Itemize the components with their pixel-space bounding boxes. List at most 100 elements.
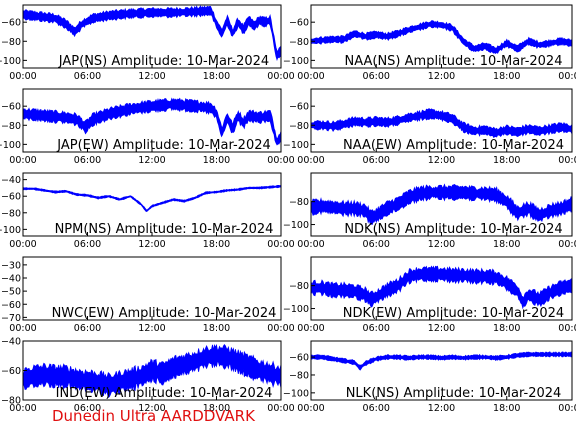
y-tick-label: −40 bbox=[1, 175, 21, 186]
x-tick-label: 18:00 bbox=[493, 71, 520, 82]
y-tick-label: −100 bbox=[0, 140, 21, 151]
x-tick-label: 18:00 bbox=[203, 71, 230, 82]
series-line bbox=[23, 185, 282, 212]
y-tick-label: −100 bbox=[0, 225, 21, 236]
x-tick-label: 18:00 bbox=[493, 403, 520, 414]
x-tick-label: 18:00 bbox=[493, 239, 520, 250]
chart-title: NAA(NS) Amplitude: 10-Mar-2024 bbox=[345, 54, 563, 69]
x-tick-label: 12:00 bbox=[428, 71, 455, 82]
x-tick-label: 12:00 bbox=[428, 403, 455, 414]
x-tick-label: 06:00 bbox=[363, 71, 390, 82]
x-tick-label: 18:00 bbox=[203, 323, 230, 334]
chart-panel-7: −80 −100 00:00 06:00 12:00 18:00 00:00 NDK(EW) … bbox=[283, 256, 576, 334]
chart-title: IND(EW) Amplitude: 10-Mar-2024 bbox=[56, 386, 273, 401]
y-tick-label: −60 bbox=[289, 102, 309, 113]
x-tick-label: 12:00 bbox=[428, 155, 455, 166]
x-tick-label: 12:00 bbox=[138, 155, 165, 166]
x-tick-label: 12:00 bbox=[428, 239, 455, 250]
y-tick-label: −80 bbox=[289, 370, 309, 381]
x-tick-label: 00:00 bbox=[9, 155, 36, 166]
y-tick-label: −70 bbox=[1, 313, 21, 324]
y-tick-label: −60 bbox=[289, 18, 309, 29]
y-tick-label: −100 bbox=[283, 304, 309, 315]
x-tick-label: 00:00 bbox=[297, 155, 324, 166]
y-tick-label: −40 bbox=[1, 337, 21, 348]
x-tick-label: 00:00 bbox=[267, 403, 294, 414]
y-tick-label: −80 bbox=[1, 37, 21, 48]
y-tick-label: −80 bbox=[289, 197, 309, 208]
x-tick-label: 06:00 bbox=[74, 239, 101, 250]
y-tick-label: −80 bbox=[1, 208, 21, 219]
chart-title: NPM(NS) Amplitude: 10-Mar-2024 bbox=[55, 222, 274, 237]
series-line bbox=[22, 10, 282, 57]
x-tick-label: 00:00 bbox=[267, 239, 294, 250]
chart-panel-0: −60 −80 −100 00:00 06:00 12:00 18:00 00:00 JAP(N… bbox=[0, 4, 295, 82]
y-tick-label: −100 bbox=[283, 56, 309, 67]
chart-panel-5: −80 −100 00:00 06:00 12:00 18:00 00:00 NDK(NS) … bbox=[283, 172, 576, 250]
x-tick-label: 12:00 bbox=[138, 71, 165, 82]
x-tick-label: 00:00 bbox=[558, 239, 576, 250]
chart-panel-4: −40 −60 −80 −100 00:00 06:00 12:00 18:00 00:00 NP… bbox=[0, 172, 295, 250]
series-line bbox=[310, 191, 573, 219]
series-band bbox=[310, 183, 573, 226]
x-tick-label: 00:00 bbox=[558, 403, 576, 414]
x-tick-label: 00:00 bbox=[297, 71, 324, 82]
series-line bbox=[22, 355, 282, 386]
x-tick-label: 06:00 bbox=[74, 403, 101, 414]
y-tick-label: −50 bbox=[1, 287, 21, 298]
y-tick-label: −80 bbox=[289, 281, 309, 292]
chart-panel-9: −60 −80 −100 00:00 06:00 12:00 18:00 00:00 NLK(N… bbox=[283, 340, 576, 414]
series-line bbox=[311, 273, 573, 305]
footer-label: Dunedin Ultra AARDDVARK bbox=[52, 407, 255, 425]
x-tick-label: 00:00 bbox=[297, 403, 324, 414]
x-tick-label: 12:00 bbox=[428, 323, 455, 334]
y-tick-label: −80 bbox=[289, 37, 309, 48]
x-tick-label: 18:00 bbox=[493, 323, 520, 334]
series-band bbox=[310, 265, 573, 310]
x-tick-label: 00:00 bbox=[297, 323, 324, 334]
series-line bbox=[22, 103, 282, 144]
chart-title: JAP(EW) Amplitude: 10-Mar-2024 bbox=[56, 138, 271, 153]
chart-title: NWC(EW) Amplitude: 10-Mar-2024 bbox=[52, 306, 277, 321]
y-tick-label: −100 bbox=[0, 56, 21, 67]
x-tick-label: 18:00 bbox=[203, 239, 230, 250]
y-tick-label: −60 bbox=[1, 18, 21, 29]
chart-panel-2: −60 −80 −100 00:00 06:00 12:00 18:00 00:00 JAP(E… bbox=[0, 88, 295, 166]
x-tick-label: 06:00 bbox=[74, 71, 101, 82]
y-tick-label: −40 bbox=[1, 274, 21, 285]
x-tick-label: 00:00 bbox=[267, 323, 294, 334]
chart-title: NAA(EW) Amplitude: 10-Mar-2024 bbox=[343, 138, 564, 153]
x-tick-label: 00:00 bbox=[9, 403, 36, 414]
y-tick-label: −30 bbox=[1, 260, 21, 271]
x-tick-label: 00:00 bbox=[297, 239, 324, 250]
chart-panel-3: −60 −80 −100 00:00 06:00 12:00 18:00 00:00 NAA(E… bbox=[283, 88, 576, 166]
x-tick-label: 12:00 bbox=[138, 403, 165, 414]
x-tick-label: 18:00 bbox=[203, 155, 230, 166]
x-tick-label: 00:00 bbox=[558, 323, 576, 334]
x-tick-label: 00:00 bbox=[9, 323, 36, 334]
series-line bbox=[311, 353, 572, 369]
x-tick-label: 12:00 bbox=[138, 239, 165, 250]
y-tick-label: −100 bbox=[283, 388, 309, 399]
x-tick-label: 06:00 bbox=[363, 239, 390, 250]
chart-title: NDK(EW) Amplitude: 10-Mar-2024 bbox=[343, 306, 564, 321]
x-tick-label: 06:00 bbox=[74, 323, 101, 334]
x-tick-label: 00:00 bbox=[9, 71, 36, 82]
y-tick-label: −80 bbox=[1, 121, 21, 132]
y-tick-label: −60 bbox=[1, 366, 21, 377]
x-tick-label: 00:00 bbox=[558, 71, 576, 82]
x-tick-label: 12:00 bbox=[138, 323, 165, 334]
x-tick-label: 00:00 bbox=[558, 155, 576, 166]
chart-title: NDK(NS) Amplitude: 10-Mar-2024 bbox=[344, 222, 562, 237]
x-tick-label: 00:00 bbox=[9, 239, 36, 250]
chart-title: NLK(NS) Amplitude: 10-Mar-2024 bbox=[346, 386, 562, 401]
y-tick-label: −80 bbox=[289, 121, 309, 132]
x-tick-label: 06:00 bbox=[363, 155, 390, 166]
y-tick-label: −80 bbox=[1, 396, 21, 407]
y-tick-label: −60 bbox=[289, 353, 309, 364]
y-tick-label: −60 bbox=[1, 102, 21, 113]
x-tick-label: 06:00 bbox=[363, 323, 390, 334]
